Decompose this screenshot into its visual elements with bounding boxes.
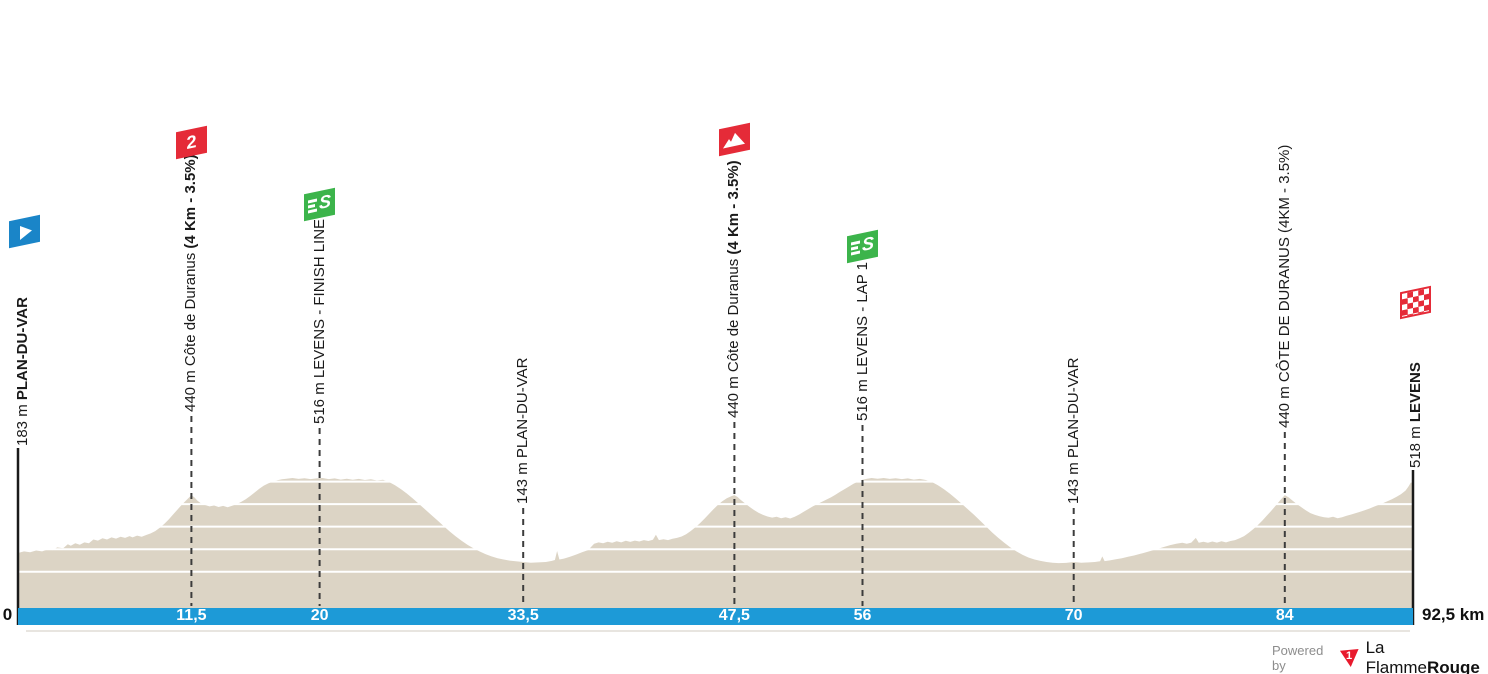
powered-by-text: Powered by	[1272, 643, 1324, 673]
waypoint-label-text: 143 m PLAN-DU-VAR	[1064, 357, 1082, 504]
waypoint-label: 183 m PLAN-DU-VAR	[14, 297, 31, 446]
axis-tick-label: 47,5	[718, 607, 750, 624]
axis-end-label: 92,5 km	[1422, 605, 1485, 624]
waypoint-label-bold: (4 Km - 3.5%)	[182, 154, 200, 249]
mountain-climb-icon	[718, 122, 750, 157]
waypoint-label: 143 m PLAN-DU-VAR	[514, 358, 531, 504]
distance-bar	[18, 608, 1413, 625]
speed-line	[308, 203, 316, 208]
elevation-area	[18, 477, 1413, 608]
waypoint-label: 516 m LEVENS - FINISH LINE	[311, 219, 328, 424]
speed-line	[851, 250, 861, 255]
la-flamme-rouge-logo-icon: 1	[1339, 649, 1359, 667]
sprint-s-glyph: S	[319, 190, 332, 214]
waypoint-label: 440 m Côte de Duranus (4 Km - 3.5%)	[725, 160, 742, 418]
waypoint-label-text: 516 m LEVENS - LAP 1	[853, 262, 871, 421]
waypoint-label: 143 m PLAN-DU-VAR	[1065, 358, 1082, 504]
axis-tick-label: 33,5	[507, 607, 539, 624]
axis-tick-label: 70	[1064, 607, 1083, 624]
axis-tick-label: 56	[853, 607, 872, 624]
footer: Powered by 1 La FlammeRouge	[1272, 638, 1488, 674]
mountain-glyph	[722, 132, 745, 149]
waypoint-label: 440 m CÔTE DE DURANUS (4KM - 3.5%)	[1276, 145, 1293, 428]
waypoint-label: 440 m Côte de Duranus (4 Km - 3.5%)	[182, 154, 199, 412]
waypoint-label-text: 143 m PLAN-DU-VAR	[514, 357, 532, 504]
speed-line	[308, 208, 318, 213]
waypoint-label-text: 440 m Côte de Duranus	[725, 254, 743, 418]
waypoint-label-bold: PLAN-DU-VAR	[14, 297, 31, 401]
waypoint-label-text: 440 m CÔTE DE DURANUS (4KM - 3.5%)	[1275, 144, 1293, 428]
waypoint-label-text: 516 m LEVENS - FINISH LINE	[310, 218, 328, 424]
waypoint-label: 518 m LEVENS	[1407, 362, 1424, 468]
waypoint-label-bold: (4 Km - 3.5%)	[725, 160, 743, 255]
speed-line	[851, 240, 861, 245]
waypoint-label-text: 183 m	[14, 400, 31, 446]
sprint-s-glyph: S	[862, 232, 875, 256]
brand-name: La FlammeRouge	[1366, 638, 1488, 674]
waypoint-label: 516 m LEVENS - LAP 1	[854, 262, 871, 421]
axis-tick-label: 84	[1275, 607, 1294, 624]
axis-origin-label: 0	[2, 605, 13, 624]
waypoint-label-bold: LEVENS	[1407, 362, 1424, 423]
speed-line	[308, 198, 318, 203]
waypoint-label-text: 518 m	[1407, 422, 1424, 468]
brand-bold: Rouge	[1426, 658, 1480, 674]
speed-line	[851, 245, 859, 250]
logo-number: 1	[1345, 650, 1353, 662]
bar-shadow	[26, 630, 1410, 632]
waypoint-label-text: 440 m Côte de Duranus	[182, 248, 200, 412]
axis-tick-label: 20	[310, 607, 329, 624]
axis-tick-label: 11,5	[176, 607, 207, 624]
play-triangle-icon	[19, 222, 32, 240]
brand-regular: La Flamme	[1365, 638, 1427, 674]
